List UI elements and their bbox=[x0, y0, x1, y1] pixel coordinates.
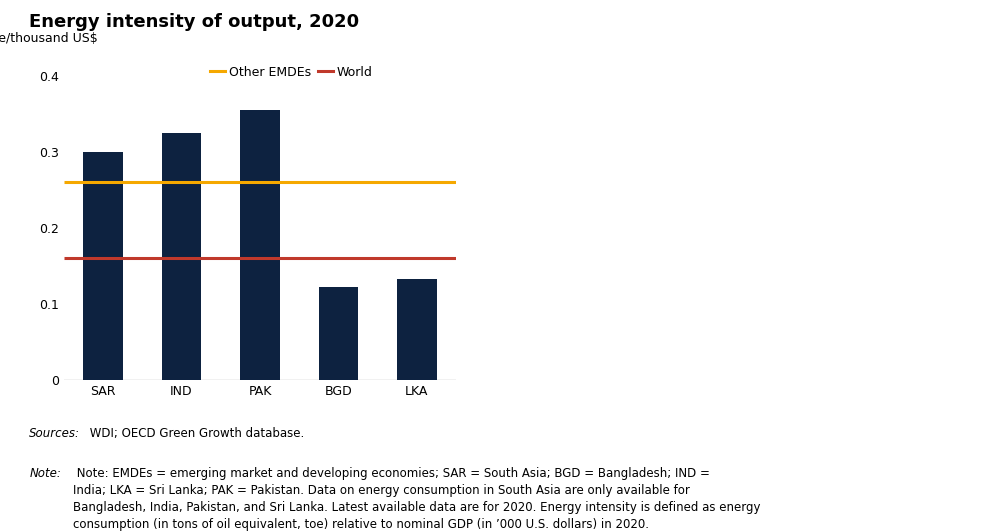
Bar bbox=[319, 287, 358, 380]
Text: Note:: Note: bbox=[29, 467, 61, 480]
Text: Toe/thousand US$: Toe/thousand US$ bbox=[0, 32, 98, 45]
Text: Sources:: Sources: bbox=[29, 427, 80, 440]
Bar bbox=[83, 152, 123, 380]
Bar bbox=[397, 279, 437, 380]
Bar bbox=[162, 133, 201, 380]
Bar bbox=[240, 110, 280, 380]
Text: Energy intensity of output, 2020: Energy intensity of output, 2020 bbox=[29, 13, 360, 31]
Text: Note: EMDEs = emerging market and developing economies; SAR = South Asia; BGD = : Note: EMDEs = emerging market and develo… bbox=[73, 467, 760, 531]
Text: WDI; OECD Green Growth database.: WDI; OECD Green Growth database. bbox=[86, 427, 304, 440]
Legend: Other EMDEs, World: Other EMDEs, World bbox=[205, 61, 378, 84]
